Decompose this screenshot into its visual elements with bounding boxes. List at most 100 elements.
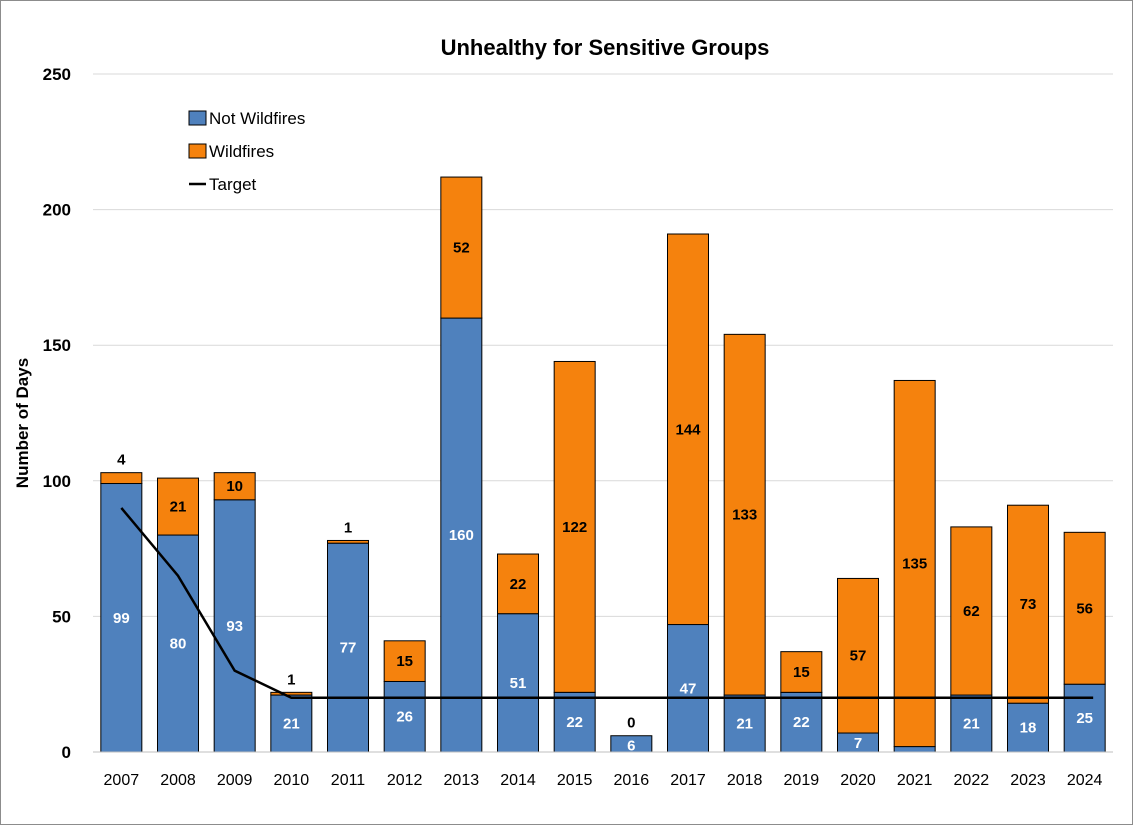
bar-wildfires (553, 360, 596, 693)
data-label-not-wildfires: 21 (283, 716, 300, 733)
bar-not-wildfires (497, 613, 539, 753)
data-label-wildfires: 10 (226, 478, 243, 495)
legend-label: Not Wildfires (209, 109, 305, 128)
x-tick-label: 2016 (614, 772, 650, 789)
x-tick-label: 2007 (104, 772, 140, 789)
x-tick-label: 2018 (727, 772, 763, 789)
bar-wildfires (893, 379, 936, 748)
x-tick-label: 2014 (500, 772, 536, 789)
data-label-not-wildfires: 25 (1076, 710, 1093, 727)
data-label-wildfires: 21 (170, 499, 187, 516)
bar-wildfires (780, 651, 823, 693)
x-tick-label: 2023 (1010, 772, 1046, 789)
data-label-wildfires: 1 (344, 519, 352, 536)
target-line-group (120, 507, 1094, 700)
data-label-not-wildfires: 80 (170, 636, 187, 653)
bar-not-wildfires (100, 483, 143, 753)
x-tick-label: 2015 (557, 772, 593, 789)
data-label-wildfires: 122 (562, 519, 587, 536)
data-label-not-wildfires: 2 (910, 749, 918, 766)
data-label-wildfires: 0 (627, 715, 635, 732)
bar-wildfires (383, 640, 426, 682)
data-label-wildfires: 15 (396, 653, 413, 670)
x-tick-label: 2022 (954, 772, 990, 789)
gridlines (93, 73, 1113, 617)
data-label-not-wildfires: 99 (113, 610, 130, 627)
x-tick-label: 2019 (784, 772, 820, 789)
bar-not-wildfires (780, 691, 823, 753)
data-label-not-wildfires: 18 (1020, 720, 1037, 737)
data-label-wildfires: 52 (453, 240, 470, 257)
data-label-wildfires: 57 (850, 648, 867, 665)
bar-wildfires (1063, 531, 1106, 685)
bar-not-wildfires (950, 694, 993, 753)
bar-wildfires (1007, 504, 1049, 704)
x-tick-label: 2017 (670, 772, 706, 789)
data-label-wildfires: 1 (287, 671, 295, 688)
x-tick-label: 2010 (274, 772, 310, 789)
legend-label: Wildfires (209, 142, 274, 161)
y-axis-label: Number of Days (13, 358, 32, 488)
data-label-wildfires: 15 (793, 664, 810, 681)
x-tick-label: 2021 (897, 772, 933, 789)
data-label-not-wildfires: 77 (340, 640, 357, 657)
data-label-not-wildfires: 22 (793, 714, 810, 731)
x-tick-label: 2011 (331, 772, 366, 789)
y-tick-label: 150 (43, 336, 71, 355)
chart-title: Unhealthy for Sensitive Groups (441, 35, 770, 60)
y-tick-label: 50 (52, 607, 71, 626)
data-label-wildfires: 56 (1076, 600, 1093, 617)
legend-label: Target (209, 175, 257, 194)
data-label-not-wildfires: 21 (736, 716, 753, 733)
data-label-wildfires: 73 (1020, 596, 1037, 613)
data-label-wildfires: 133 (732, 507, 757, 524)
bar-wildfires (100, 472, 143, 485)
data-label-not-wildfires: 26 (396, 709, 413, 726)
bar-not-wildfires (1007, 702, 1049, 753)
bar-wildfires (667, 233, 709, 626)
bar-not-wildfires (723, 694, 766, 753)
data-label-wildfires: 144 (675, 421, 701, 438)
bar-not-wildfires (440, 317, 483, 753)
data-label-not-wildfires: 47 (680, 680, 697, 697)
bar-not-wildfires (327, 542, 369, 753)
x-tick-label: 2012 (387, 772, 423, 789)
data-label-not-wildfires: 160 (449, 527, 474, 544)
bar-wildfires (270, 691, 313, 696)
data-label-not-wildfires: 7 (854, 735, 862, 752)
bar-wildfires (213, 472, 256, 501)
x-tick-label: 2020 (840, 772, 876, 789)
data-label-wildfires: 62 (963, 603, 980, 620)
x-tick-label: 2008 (160, 772, 196, 789)
y-tick-label: 0 (62, 743, 71, 762)
legend-swatch (188, 110, 207, 126)
bar-wildfires (327, 539, 369, 544)
legend-swatch (188, 143, 207, 159)
bar-not-wildfires (383, 680, 426, 753)
y-tick-label: 250 (43, 65, 71, 84)
x-tick-label: 2009 (217, 772, 253, 789)
data-label-wildfires: 22 (510, 576, 527, 593)
bar-wildfires (497, 553, 539, 615)
bar-wildfires (440, 176, 483, 319)
bar-labels: 9948021931021177126151605251222212260471… (113, 240, 1093, 766)
y-tick-label: 100 (43, 472, 71, 491)
bars (100, 176, 1106, 753)
data-label-not-wildfires: 93 (226, 618, 243, 635)
target-line (120, 507, 1094, 700)
data-label-wildfires: 135 (902, 556, 927, 573)
x-tick-label: 2013 (444, 772, 480, 789)
bar-wildfires (723, 333, 766, 696)
data-label-wildfires: 4 (117, 452, 126, 469)
data-label-not-wildfires: 51 (510, 675, 527, 692)
bar-wildfires (157, 477, 199, 536)
data-label-not-wildfires: 6 (627, 738, 635, 755)
legend: Not Wildfires Wildfires Target (188, 109, 305, 194)
bar-not-wildfires (553, 691, 596, 753)
bar-wildfires (950, 526, 993, 696)
data-label-not-wildfires: 21 (963, 716, 980, 733)
y-tick-label: 200 (43, 201, 71, 220)
